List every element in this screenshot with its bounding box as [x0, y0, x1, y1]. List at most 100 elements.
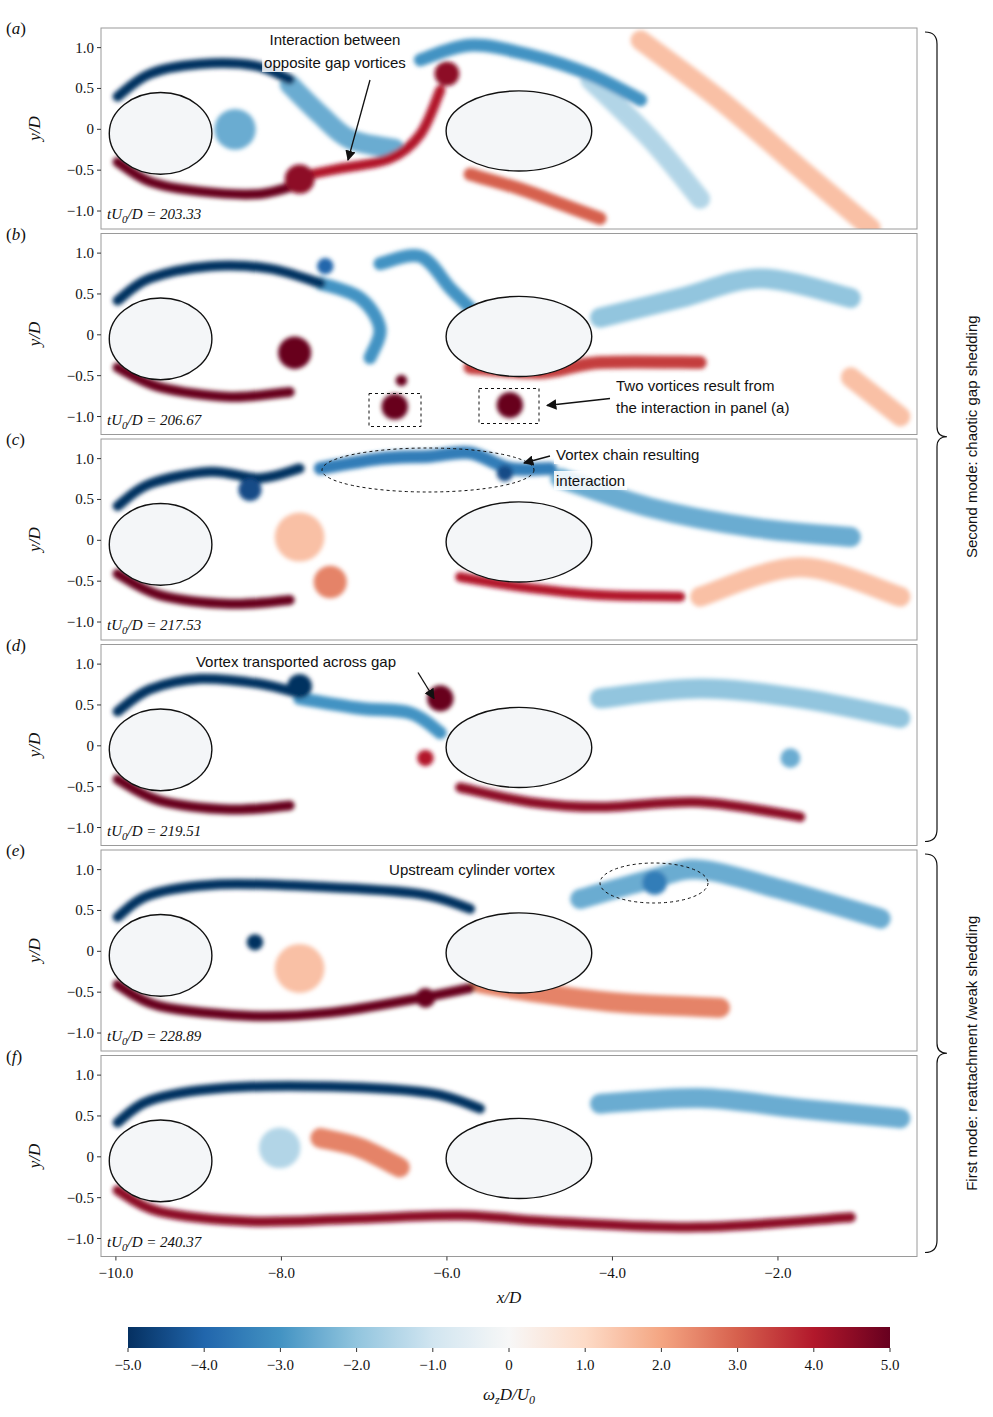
cylinder [446, 502, 592, 582]
y-tick [97, 581, 101, 582]
label-patch [554, 445, 701, 464]
annotation-text: Upstream cylinder vortex [389, 861, 555, 878]
colorbar-tick-label: 5.0 [881, 1357, 900, 1373]
y-tick [97, 910, 101, 911]
shear-layer [641, 40, 871, 228]
y-tick-label: 0 [87, 532, 95, 548]
time-label: tU0/D = 206.67 [107, 412, 203, 431]
letter-part: ) [19, 841, 25, 860]
y-tick [97, 827, 101, 828]
text-part: /D = 219.51 [127, 823, 202, 839]
vortex [427, 685, 453, 711]
annotation-arrow [524, 456, 550, 463]
cylinder [446, 296, 592, 376]
vortex [275, 513, 325, 562]
y-tick [97, 951, 101, 952]
annotation-text: Vortex chain resulting [556, 446, 699, 463]
plot-background [101, 850, 917, 1051]
vortex [238, 478, 261, 501]
y-tick-label: 1.0 [75, 40, 94, 56]
colorbar-tick [737, 1348, 738, 1352]
y-tick-label: −0.5 [67, 779, 94, 795]
y-tick [97, 992, 101, 993]
label-patch [268, 30, 403, 49]
y-axis-title: y/D [25, 1143, 44, 1170]
colorbar-tick [585, 1348, 586, 1352]
field [109, 40, 870, 228]
y-tick [97, 1115, 101, 1116]
y-tick [97, 1156, 101, 1157]
annotation-text: Vortex transported across gap [196, 653, 396, 670]
vortex [317, 258, 334, 274]
shear-layer [600, 689, 900, 718]
colorbar-tick [356, 1348, 357, 1352]
label-patch [194, 652, 398, 671]
y-tick-label: 0.5 [75, 1108, 94, 1124]
text-part: /D = 228.89 [127, 1028, 202, 1044]
time-label: tU0/D = 228.89 [107, 1028, 202, 1047]
text-part: tU [107, 1028, 123, 1044]
vortex [396, 375, 408, 386]
y-tick-label: −1.0 [67, 1231, 94, 1247]
colorbar-tick-label: −4.0 [191, 1357, 218, 1373]
cylinder [109, 1120, 212, 1202]
plot-background [101, 28, 917, 229]
cylinder [109, 709, 212, 791]
cylinder [446, 91, 592, 171]
colorbar [128, 1327, 890, 1348]
y-axis-title: y/D [25, 732, 44, 759]
cylinder [109, 504, 212, 586]
y-axis-title: y/D [25, 938, 44, 965]
shear-layer [118, 679, 300, 712]
panel: −1.0−0.500.51.0y/D(d)tU0/D = 219.51Vorte… [6, 636, 917, 846]
y-tick-label: 1.0 [75, 656, 94, 672]
y-tick [97, 211, 101, 212]
panel-letter: (c) [6, 430, 25, 449]
shear-layer [118, 1190, 851, 1227]
highlight-box [369, 394, 421, 427]
annotation: Two vortices result from the interaction … [369, 376, 791, 427]
y-tick-label: 0.5 [75, 80, 94, 96]
y-tick-label: −0.5 [67, 1190, 94, 1206]
plot-frame [101, 28, 917, 229]
annotation-arrow [418, 673, 434, 699]
vortex [435, 62, 460, 87]
y-tick-label: 0.5 [75, 491, 94, 507]
y-tick-label: 1.0 [75, 862, 94, 878]
label-patch [614, 376, 776, 395]
vortex [415, 988, 435, 1008]
y-tick-label: −1.0 [67, 203, 94, 219]
annotation-arrow [348, 80, 370, 160]
y-tick [97, 499, 101, 500]
colorbar-tick [204, 1348, 205, 1352]
colorbar-tick-label: −1.0 [419, 1357, 446, 1373]
plot-background [101, 645, 917, 846]
y-tick-label: 0 [87, 1149, 95, 1165]
shear-layer [300, 90, 441, 177]
time-label: tU0/D = 240.37 [107, 1234, 203, 1253]
y-tick [97, 540, 101, 541]
vorticity-field [118, 40, 871, 228]
colorbar-tick-label: 1.0 [576, 1357, 595, 1373]
panel-letter: (a) [6, 19, 26, 38]
vortex [382, 394, 408, 420]
shear-layer [118, 265, 321, 300]
vortex [287, 674, 312, 699]
vorticity-field [118, 674, 901, 817]
shear-layer [118, 884, 471, 917]
annotation-text: Two vortices result from [616, 377, 774, 394]
highlight-ellipse [600, 863, 708, 903]
y-tick [97, 170, 101, 171]
y-tick-label: 1.0 [75, 1067, 94, 1083]
y-tick [97, 1197, 101, 1198]
highlight-ellipse [322, 448, 534, 492]
x-tick [446, 1257, 447, 1261]
annotation-text: the interaction in panel (a) [616, 399, 789, 416]
y-tick-label: −1.0 [67, 1025, 94, 1041]
colorbar-tick-label: 0 [505, 1357, 513, 1373]
panel: −1.0−0.500.51.0y/D(c)tU0/D = 217.53Vorte… [6, 430, 917, 640]
colorbar-tick-label: 4.0 [804, 1357, 823, 1373]
panel: −1.0−0.500.51.0y/D(e)tU0/D = 228.89Upstr… [6, 841, 917, 1051]
annotation-text: opposite gap vortices [264, 54, 406, 71]
field [109, 869, 880, 1016]
